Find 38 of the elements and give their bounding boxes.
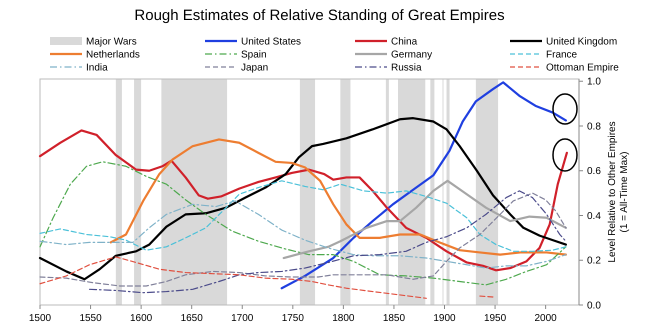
line-series	[39, 192, 566, 287]
line-series	[282, 180, 567, 260]
y-tick-label: 1.0	[587, 76, 602, 88]
y-tick-label: 0.0	[587, 300, 602, 312]
x-tick-label: 1600	[130, 313, 153, 324]
y-axis-title: Level Relative to Other Empires (1 = All-Time Max)	[607, 121, 630, 263]
chart-title: Rough Estimates of Relative Standing of Great Empires	[134, 7, 505, 24]
legend-label: Major Wars	[86, 36, 137, 48]
legend-label: France	[546, 50, 578, 60]
x-tick-label: 1550	[79, 313, 102, 324]
legend-label: Netherlands	[86, 50, 140, 60]
x-tick-label: 1900	[433, 313, 456, 324]
legend-label: Germany	[391, 50, 432, 60]
legend-label: Russia	[391, 62, 422, 74]
legend-label: United Kingdom	[546, 36, 618, 48]
y-tick-label: 0.2	[587, 256, 602, 267]
x-tick-label: 2000	[534, 313, 558, 324]
x-tick-label: 1850	[382, 313, 406, 324]
x-tick-label: 1700	[231, 313, 254, 324]
x-tick-label: 1650	[180, 313, 204, 324]
y-tick-label: 0.4	[587, 210, 602, 222]
legend-label: India	[86, 62, 108, 74]
legend-label: United States	[241, 36, 302, 48]
x-tick-label: 1950	[484, 313, 507, 324]
x-tick-label: 1800	[332, 313, 355, 324]
line-series	[39, 161, 566, 286]
y-tick-label: 0.6	[587, 166, 602, 178]
legend-label: China	[391, 36, 418, 48]
x-tick-label: 1500	[28, 313, 52, 324]
y-tick-label: 0.8	[587, 121, 602, 132]
line-series	[88, 190, 566, 294]
line-series	[39, 200, 566, 269]
x-tick-label: 1750	[282, 313, 304, 324]
legend-label: Ottoman Empire	[546, 62, 620, 74]
legend-label: Japan	[241, 62, 268, 74]
line-series	[110, 138, 567, 256]
legend-label: Spain	[241, 50, 267, 60]
line-series	[39, 180, 566, 252]
